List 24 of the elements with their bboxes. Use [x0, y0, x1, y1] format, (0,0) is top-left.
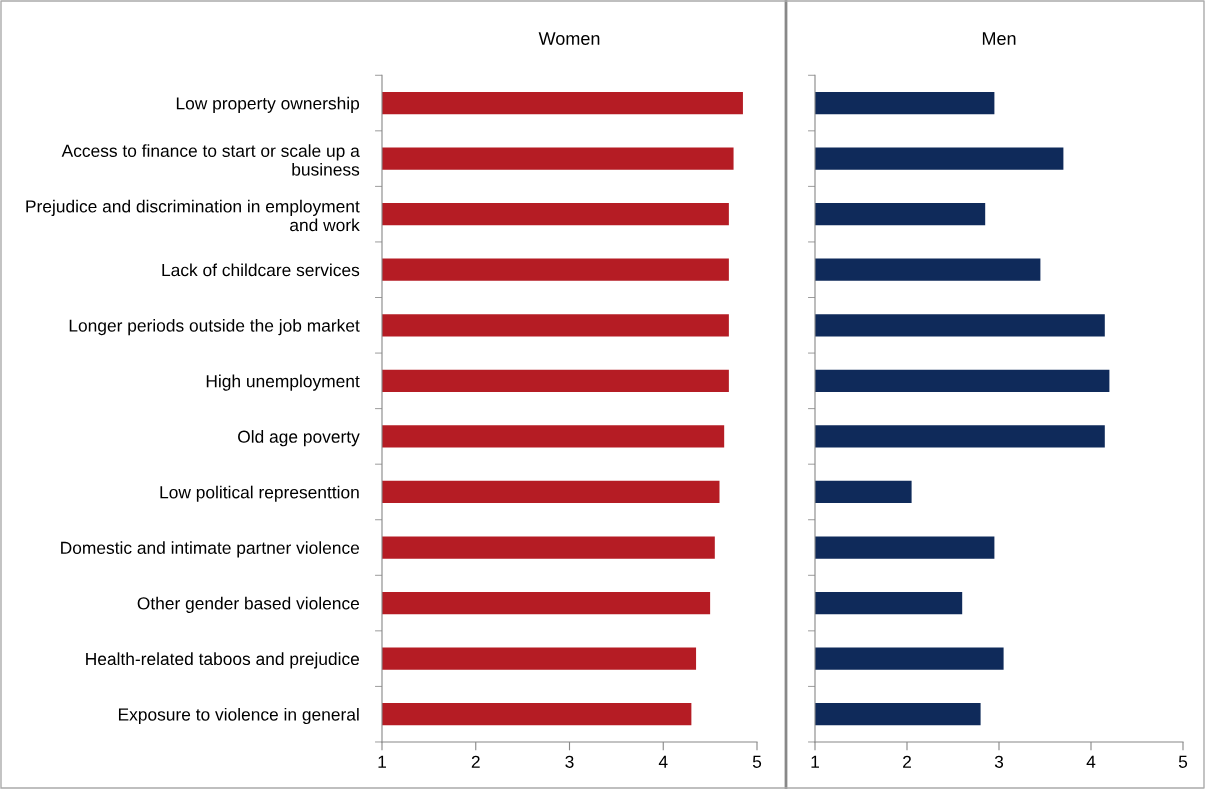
y-tick-label: Access to finance to start or scale up a business: [61, 144, 360, 176]
y-tick-label: Low political representtion: [160, 485, 359, 502]
chart-title: Women: [538, 32, 600, 45]
chart-title: Men: [982, 32, 1016, 45]
x-tick-label: 3: [994, 755, 1004, 768]
x-tick-label: 1: [811, 755, 819, 768]
y-tick-label: Domestic and intimate partner violence: [61, 541, 360, 558]
y-tick-label: Health-related taboos and prejudice: [86, 652, 360, 669]
y-tick-label: Prejudice and discrimination in employment and work: [26, 199, 360, 232]
x-tick-label: 5: [752, 755, 762, 768]
y-tick-label: High unemployment: [206, 374, 360, 391]
x-tick-label: 1: [378, 755, 386, 768]
y-tick-label: Lack of childcare services: [162, 263, 360, 277]
x-tick-label: 5: [1178, 755, 1188, 768]
y-tick-label: Old age poverty: [238, 430, 360, 447]
y-tick-label: Other gender based violence: [137, 596, 360, 613]
y-tick-label: Low property ownership: [176, 96, 360, 113]
x-tick-label: 2: [903, 755, 911, 768]
y-tick-label: Exposure to violence in general: [118, 707, 359, 725]
x-tick-label: 4: [658, 755, 668, 768]
x-tick-label: 3: [565, 755, 574, 768]
y-tick-label: Longer periods outside the job market: [69, 318, 360, 336]
x-tick-label: 4: [1086, 755, 1096, 768]
x-tick-label: 2: [471, 755, 480, 768]
